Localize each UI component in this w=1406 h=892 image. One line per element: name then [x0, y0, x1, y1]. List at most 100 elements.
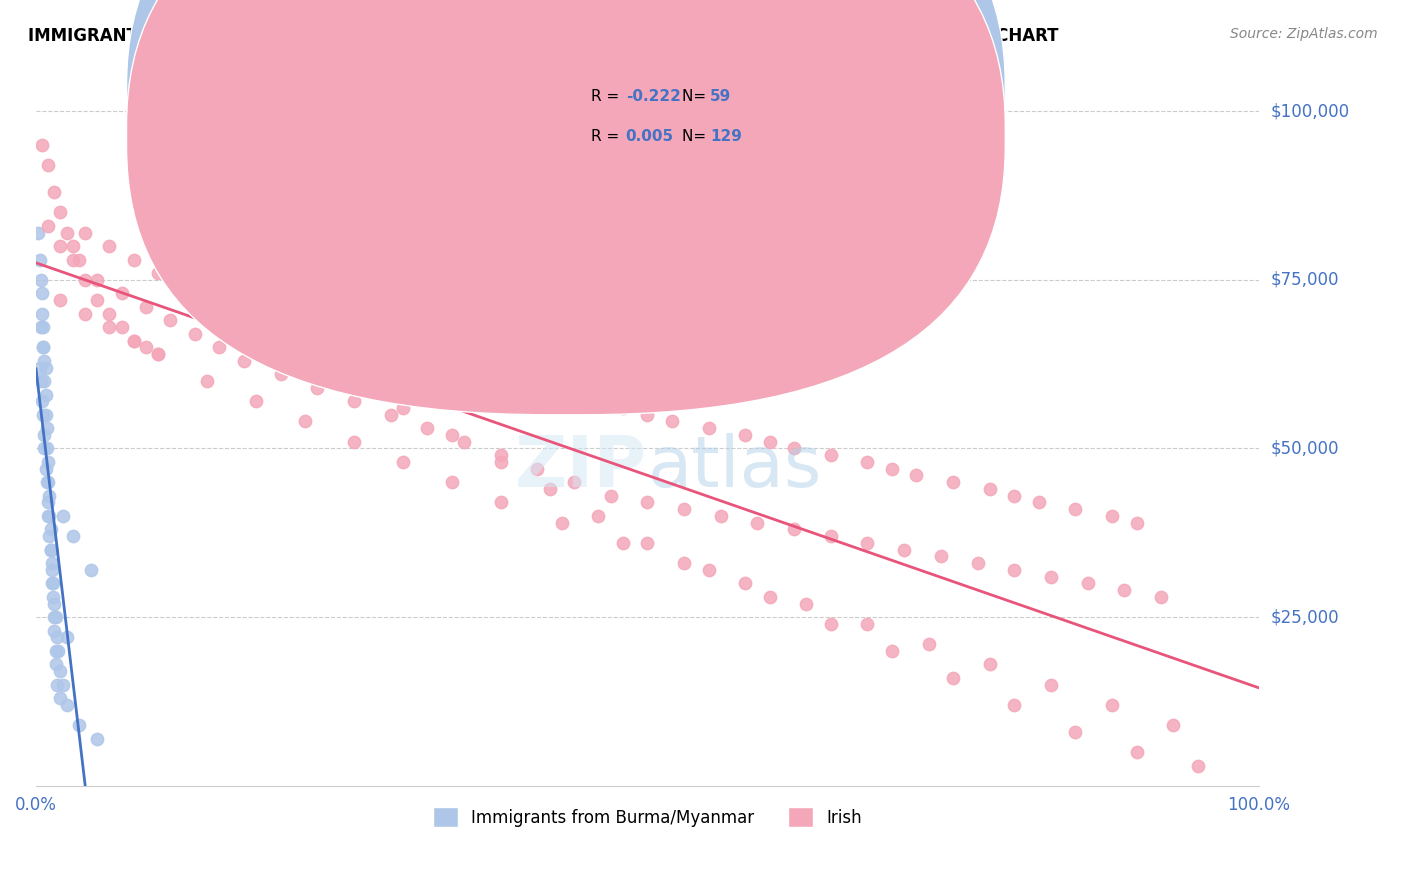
- Text: 59: 59: [710, 89, 731, 103]
- Point: [52, 677, 75, 691]
- Point: [55, 631, 77, 645]
- Point: [673, 556, 696, 570]
- Point: [758, 434, 780, 449]
- Point: [172, 252, 194, 267]
- Point: [416, 360, 439, 375]
- Point: [38, 489, 60, 503]
- Point: [307, 381, 329, 395]
- Point: [39, 523, 62, 537]
- Point: [159, 313, 181, 327]
- Point: [1002, 489, 1025, 503]
- Point: [30, 273, 52, 287]
- Text: Source: ZipAtlas.com: Source: ZipAtlas.com: [1230, 27, 1378, 41]
- Point: [62, 239, 84, 253]
- Point: [67, 718, 90, 732]
- Point: [929, 549, 952, 564]
- Point: [62, 252, 84, 267]
- Point: [31, 394, 53, 409]
- Point: [37, 455, 59, 469]
- Point: [32, 408, 55, 422]
- Point: [31, 307, 53, 321]
- Point: [49, 691, 72, 706]
- Point: [44, 644, 66, 658]
- Point: [44, 610, 66, 624]
- Point: [294, 320, 316, 334]
- Point: [27, 226, 49, 240]
- Point: [86, 273, 108, 287]
- Point: [221, 279, 243, 293]
- Text: R =: R =: [591, 89, 624, 103]
- Point: [1125, 516, 1147, 530]
- Point: [122, 334, 145, 348]
- Point: [37, 158, 59, 172]
- Point: [46, 644, 69, 658]
- Point: [599, 489, 621, 503]
- Text: $25,000: $25,000: [1271, 608, 1340, 626]
- Point: [343, 394, 366, 409]
- Point: [122, 252, 145, 267]
- Point: [391, 353, 413, 368]
- Point: [80, 563, 103, 577]
- Text: IMMIGRANTS FROM BURMA/MYANMAR VS IRISH HOUSEHOLDER INCOME OVER 65 YEARS CORRELAT: IMMIGRANTS FROM BURMA/MYANMAR VS IRISH H…: [28, 27, 1059, 45]
- Point: [905, 468, 928, 483]
- Point: [55, 698, 77, 712]
- Point: [35, 461, 58, 475]
- Point: [294, 415, 316, 429]
- Point: [880, 644, 903, 658]
- Point: [513, 381, 536, 395]
- Point: [1150, 590, 1173, 604]
- Point: [856, 536, 879, 550]
- Point: [820, 616, 842, 631]
- Point: [35, 475, 58, 490]
- Point: [49, 205, 72, 219]
- Point: [39, 542, 62, 557]
- Point: [294, 347, 316, 361]
- Point: [35, 387, 58, 401]
- Text: $100,000: $100,000: [1271, 103, 1350, 120]
- Point: [62, 529, 84, 543]
- Point: [562, 475, 585, 490]
- Point: [551, 516, 574, 530]
- Point: [37, 475, 59, 490]
- Point: [612, 536, 634, 550]
- Point: [148, 266, 170, 280]
- Point: [245, 293, 267, 307]
- Point: [148, 347, 170, 361]
- Point: [1114, 583, 1136, 598]
- Point: [1039, 677, 1062, 691]
- Point: [893, 542, 915, 557]
- Point: [330, 334, 353, 348]
- Point: [41, 563, 63, 577]
- Point: [856, 616, 879, 631]
- Point: [526, 461, 548, 475]
- Point: [1064, 502, 1087, 516]
- Point: [195, 293, 218, 307]
- Point: [49, 664, 72, 678]
- Point: [1077, 576, 1099, 591]
- Point: [1187, 758, 1209, 772]
- Point: [42, 590, 65, 604]
- Point: [453, 434, 475, 449]
- Point: [245, 394, 267, 409]
- Point: [747, 516, 769, 530]
- Text: N=: N=: [682, 89, 711, 103]
- Point: [41, 576, 63, 591]
- Point: [416, 421, 439, 435]
- Point: [1125, 745, 1147, 759]
- Point: [880, 461, 903, 475]
- Point: [270, 307, 292, 321]
- Point: [41, 556, 63, 570]
- Point: [67, 252, 90, 267]
- Point: [783, 523, 806, 537]
- Point: [45, 677, 67, 691]
- Point: [710, 508, 733, 523]
- Point: [31, 286, 53, 301]
- Point: [28, 252, 51, 267]
- Point: [148, 347, 170, 361]
- Text: 129: 129: [710, 129, 742, 144]
- Point: [636, 408, 658, 422]
- Point: [783, 442, 806, 456]
- Point: [942, 671, 965, 685]
- Point: [32, 340, 55, 354]
- Point: [34, 353, 56, 368]
